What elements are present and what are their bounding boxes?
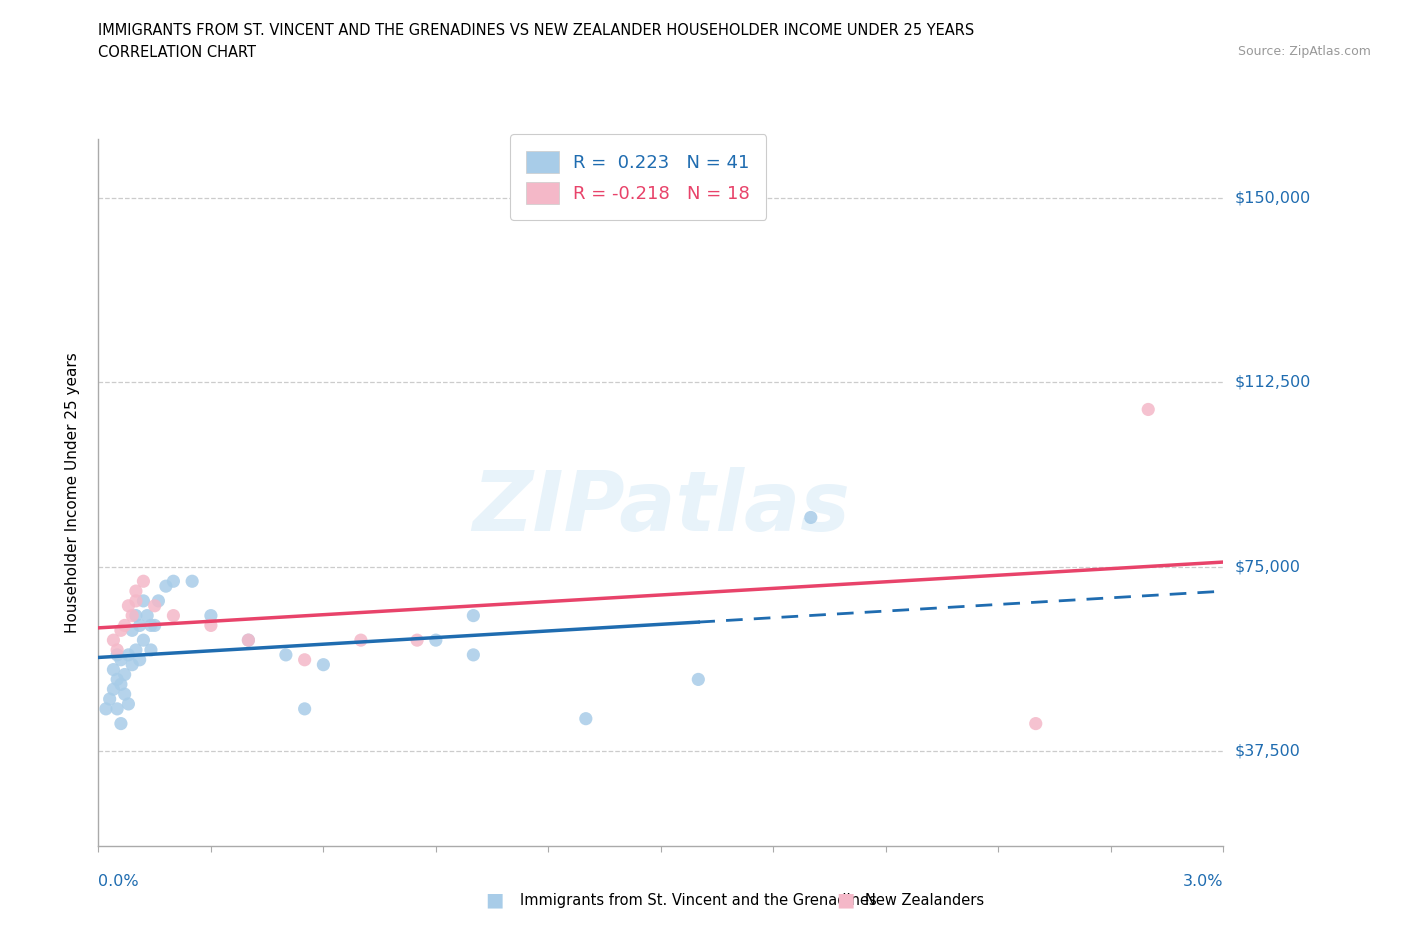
Point [117, 647, 139, 662]
Point [350, 632, 373, 647]
Point [125, 643, 148, 658]
Point [294, 701, 316, 716]
Point [139, 643, 162, 658]
Point [103, 682, 125, 697]
Text: New Zealanders: New Zealanders [865, 893, 984, 908]
Point [121, 623, 143, 638]
Point [132, 593, 155, 608]
Point [238, 632, 260, 647]
Point [294, 652, 316, 667]
Point [143, 598, 166, 613]
Point [1137, 402, 1160, 417]
Legend: R =  0.223   N = 41, R = -0.218   N = 18: R = 0.223 N = 41, R = -0.218 N = 18 [510, 135, 766, 220]
Point [575, 711, 598, 726]
Point [103, 632, 125, 647]
Point [132, 632, 155, 647]
Text: 3.0%: 3.0% [1182, 874, 1223, 889]
Text: 0.0%: 0.0% [98, 874, 139, 889]
Point [1025, 716, 1047, 731]
Point [117, 697, 139, 711]
Text: IMMIGRANTS FROM ST. VINCENT AND THE GRENADINES VS NEW ZEALANDER HOUSEHOLDER INCO: IMMIGRANTS FROM ST. VINCENT AND THE GREN… [98, 23, 974, 38]
Point [114, 618, 136, 633]
Point [148, 593, 170, 608]
Point [110, 716, 132, 731]
Text: $150,000: $150,000 [1234, 191, 1310, 206]
Point [114, 686, 136, 701]
Point [105, 647, 128, 662]
Point [105, 643, 128, 658]
Point [463, 608, 485, 623]
Point [94, 701, 117, 716]
Point [128, 652, 150, 667]
Text: ■: ■ [837, 891, 855, 910]
Point [800, 510, 823, 525]
Point [136, 608, 159, 623]
Y-axis label: Householder Income Under 25 years: Householder Income Under 25 years [65, 352, 80, 633]
Point [121, 608, 143, 623]
Point [181, 574, 204, 589]
Point [200, 608, 222, 623]
Point [132, 574, 155, 589]
Point [155, 578, 177, 593]
Text: $112,500: $112,500 [1234, 375, 1310, 390]
Point [463, 647, 485, 662]
Text: $75,000: $75,000 [1234, 559, 1301, 574]
Point [103, 662, 125, 677]
Point [238, 632, 260, 647]
Point [105, 701, 128, 716]
Point [121, 658, 143, 672]
Point [128, 618, 150, 633]
Text: Immigrants from St. Vincent and the Grenadines: Immigrants from St. Vincent and the Gren… [520, 893, 877, 908]
Point [139, 618, 162, 633]
Point [117, 598, 139, 613]
Point [406, 632, 429, 647]
Point [425, 632, 447, 647]
Point [125, 584, 148, 599]
Point [125, 593, 148, 608]
Point [162, 574, 184, 589]
Point [125, 608, 148, 623]
Point [312, 658, 335, 672]
Point [688, 672, 710, 687]
Text: ZIPatlas: ZIPatlas [472, 467, 849, 548]
Text: Source: ZipAtlas.com: Source: ZipAtlas.com [1237, 45, 1371, 58]
Text: $37,500: $37,500 [1234, 743, 1301, 758]
Point [110, 623, 132, 638]
Point [200, 618, 222, 633]
Text: CORRELATION CHART: CORRELATION CHART [98, 45, 256, 60]
Point [114, 667, 136, 682]
Point [105, 672, 128, 687]
Point [274, 647, 297, 662]
Text: ■: ■ [485, 891, 503, 910]
Point [110, 652, 132, 667]
Point [143, 618, 166, 633]
Point [162, 608, 184, 623]
Point [98, 692, 121, 707]
Point [110, 677, 132, 692]
